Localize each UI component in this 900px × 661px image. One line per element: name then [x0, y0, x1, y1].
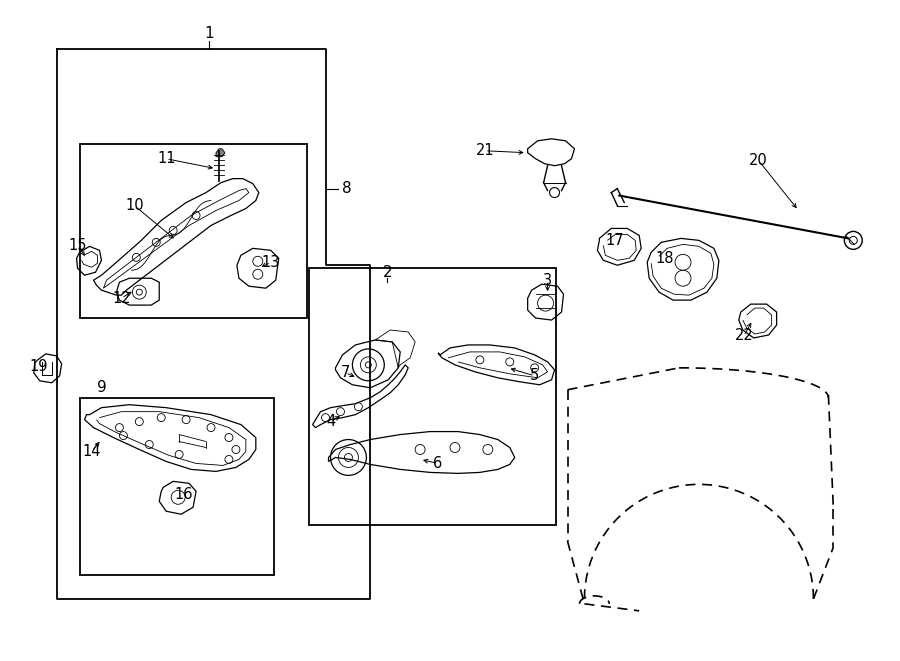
Bar — [79, 144, 307, 318]
Text: 9: 9 — [96, 380, 106, 395]
Text: 3: 3 — [543, 273, 553, 288]
Bar — [79, 398, 274, 575]
Text: 10: 10 — [125, 198, 144, 213]
Text: 15: 15 — [68, 238, 86, 253]
Text: 8: 8 — [343, 181, 352, 196]
Text: 14: 14 — [82, 444, 101, 459]
Text: 6: 6 — [434, 456, 443, 471]
Text: 1: 1 — [204, 26, 214, 41]
Bar — [309, 268, 555, 525]
Text: 5: 5 — [530, 368, 539, 383]
Text: 13: 13 — [262, 254, 280, 270]
Polygon shape — [216, 149, 225, 157]
Text: 19: 19 — [30, 360, 48, 374]
Text: 17: 17 — [605, 233, 624, 248]
Text: 18: 18 — [656, 251, 674, 266]
Text: 21: 21 — [475, 143, 494, 158]
Text: 12: 12 — [112, 291, 130, 305]
Text: 2: 2 — [382, 265, 392, 280]
Text: 11: 11 — [157, 151, 176, 166]
Text: 4: 4 — [326, 414, 335, 429]
Text: 22: 22 — [734, 329, 753, 344]
Text: 16: 16 — [175, 486, 194, 502]
Text: 20: 20 — [750, 153, 768, 168]
Text: 7: 7 — [341, 366, 350, 380]
